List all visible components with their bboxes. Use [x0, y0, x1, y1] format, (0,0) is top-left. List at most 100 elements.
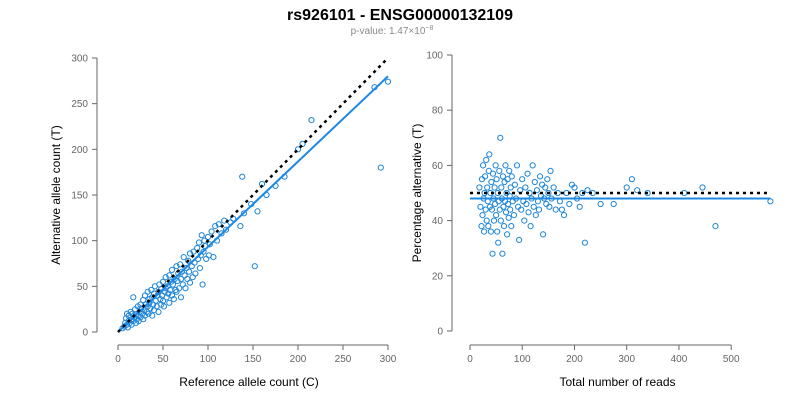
right-data-point [767, 198, 774, 205]
right-points [476, 134, 774, 257]
right-data-point [497, 217, 504, 224]
left-data-point [189, 274, 196, 281]
left-data-point [170, 296, 177, 303]
right-data-point [500, 223, 508, 230]
right-data-point [623, 184, 630, 191]
right-data-point [489, 170, 497, 177]
left-data-point [294, 146, 302, 153]
left-reference-line [117, 57, 389, 333]
left-data-point [145, 310, 152, 317]
left-data-point [141, 292, 149, 299]
right-x-tick-label: 100 [514, 354, 531, 365]
right-data-point [482, 173, 489, 180]
left-data-point [163, 294, 170, 301]
right-data-point [481, 228, 488, 235]
left-data-point [200, 248, 207, 255]
left-y-tick-label: 300 [71, 54, 88, 65]
left-data-point [144, 288, 151, 295]
left-data-point [162, 274, 169, 281]
left-data-point [195, 239, 203, 246]
right-data-point [521, 217, 528, 224]
right-data-point [566, 200, 573, 208]
right-data-point [571, 184, 578, 191]
right-data-point [491, 184, 498, 191]
right-y-tick-label: 40 [432, 216, 444, 227]
right-data-point [511, 181, 519, 188]
right-y-axis: 0 20 40 60 80 100 [426, 51, 453, 338]
right-data-point [476, 184, 483, 191]
right-data-point [550, 184, 557, 191]
right-data-point [504, 176, 511, 183]
left-y-tick-label: 250 [71, 99, 88, 110]
left-data-point [174, 277, 181, 284]
right-data-point [505, 214, 512, 221]
left-data-point [239, 173, 246, 180]
right-x-tick-label: 200 [566, 354, 583, 365]
right-x-axis-title: Total number of reads [559, 375, 675, 389]
right-data-point [513, 162, 521, 169]
right-data-point [523, 200, 530, 208]
left-data-point [173, 288, 180, 295]
right-data-point [483, 217, 490, 224]
right-data-point [530, 203, 537, 210]
left-data-point [181, 272, 188, 279]
right-x-tick-label: 300 [618, 354, 635, 365]
right-data-point [493, 176, 500, 183]
left-data-point [222, 226, 230, 233]
right-data-point [628, 176, 636, 183]
right-data-point [496, 206, 503, 213]
right-data-point [492, 162, 499, 169]
left-x-axis-title: Reference allele count (C) [179, 375, 318, 389]
left-data-point [173, 263, 180, 270]
right-data-point [508, 223, 515, 230]
right-data-point [547, 167, 554, 174]
right-data-point [500, 203, 507, 210]
right-data-point [483, 156, 490, 163]
left-data-point [166, 272, 173, 279]
right-data-point [502, 209, 510, 216]
left-x-tick-label: 100 [200, 354, 217, 365]
left-data-point [196, 265, 203, 272]
left-data-point [141, 312, 149, 319]
left-data-point [160, 303, 167, 310]
left-data-point [210, 254, 217, 261]
right-data-point [634, 187, 641, 194]
right-data-point [544, 176, 551, 183]
right-data-point [490, 217, 498, 224]
right-data-point [519, 176, 526, 183]
left-data-point [308, 117, 315, 124]
right-data-point [492, 200, 499, 208]
left-data-point [177, 261, 184, 268]
left-y-tick-label: 100 [71, 236, 88, 247]
left-x-tick-label: 300 [380, 354, 397, 365]
left-data-point [384, 78, 392, 85]
right-data-point [507, 206, 514, 213]
left-data-point [192, 270, 199, 277]
right-data-point [479, 212, 486, 219]
right-data-point [505, 200, 512, 208]
left-x-tick-label: 200 [290, 354, 307, 365]
right-data-point [481, 189, 488, 197]
right-data-point [504, 231, 511, 238]
right-data-point [560, 212, 568, 219]
right-data-point [488, 178, 495, 186]
right-x-axis: 0 100 200 300 400 500 [467, 344, 740, 365]
right-data-point [597, 200, 604, 208]
left-data-point [251, 263, 258, 270]
right-scatter-panel: 0 100 200 300 400 500 0 20 40 60 80 100 Total number… [410, 51, 774, 389]
left-data-point [166, 299, 173, 306]
right-data-point [531, 178, 538, 186]
left-data-point [186, 250, 194, 257]
left-scatter-panel: 0 50 100 150 200 250 300 0 50 100 150 200 250 300 Refe… [49, 54, 397, 390]
left-data-point [186, 268, 193, 275]
right-y-tick-label: 20 [432, 271, 444, 282]
left-y-tick-label: 0 [82, 328, 88, 339]
left-y-tick-label: 50 [77, 282, 89, 293]
right-y-tick-label: 0 [437, 327, 443, 338]
right-data-point [545, 189, 552, 197]
left-data-point [168, 292, 176, 299]
pvalue-exponent: −8 [425, 25, 433, 32]
right-y-tick-label: 60 [432, 161, 444, 172]
right-data-point [546, 203, 553, 210]
